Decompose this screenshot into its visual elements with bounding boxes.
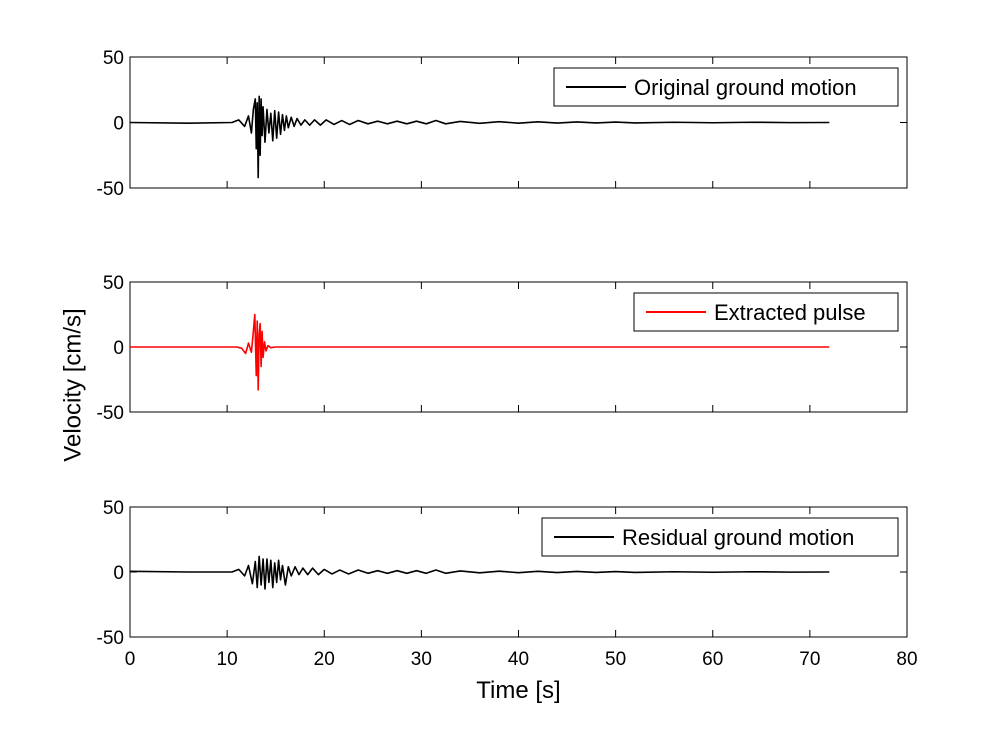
- y-tick-label: 0: [113, 563, 124, 584]
- y-tick-label: -50: [97, 628, 124, 649]
- chart-panel-2: 50 0 -50 Extracted pulse: [97, 273, 908, 424]
- x-tick-label: 60: [702, 649, 723, 670]
- y-tick-label: 0: [113, 114, 124, 135]
- y-tick-label: -50: [97, 179, 124, 200]
- legend: Original ground motion: [553, 67, 899, 107]
- legend-entry: Residual ground motion: [622, 525, 854, 550]
- x-tick-label: 10: [217, 649, 238, 670]
- series-line: [129, 555, 830, 590]
- y-tick-label: 0: [113, 338, 124, 359]
- legend-entry: Extracted pulse: [714, 300, 866, 325]
- y-axis-label: Velocity [cm/s]: [59, 308, 86, 461]
- x-tick-label: 30: [411, 649, 432, 670]
- y-tick-label: -50: [97, 403, 124, 424]
- x-tick-label: 40: [508, 649, 529, 670]
- legend: Extracted pulse: [633, 292, 899, 332]
- chart-panel-1: 50 0 -50 Original ground motion: [97, 48, 908, 200]
- x-tick-label: 80: [896, 649, 917, 670]
- x-tick-label: 50: [605, 649, 626, 670]
- y-tick-label: 50: [103, 273, 124, 294]
- series-line: [130, 313, 830, 391]
- legend-entry: Original ground motion: [634, 75, 857, 100]
- x-tick-label: 0: [125, 649, 136, 670]
- y-tick-label: 50: [103, 48, 124, 69]
- y-tick-label: 50: [103, 498, 124, 519]
- x-tick-label: 70: [799, 649, 820, 670]
- legend: Residual ground motion: [541, 517, 899, 557]
- x-tick-label: 20: [314, 649, 335, 670]
- series-line: [129, 95, 830, 179]
- x-axis-label: Time [s]: [476, 677, 560, 704]
